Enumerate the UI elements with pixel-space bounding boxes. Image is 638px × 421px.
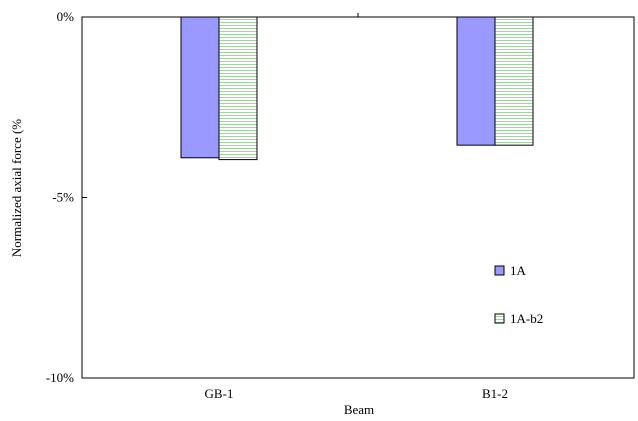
x-tick-label: GB-1 [205, 386, 234, 401]
y-axis-title: Normalized axial force (% [9, 119, 24, 257]
bar-1a-b2-gb-1 [218, 16, 258, 161]
bar-1a-gb-1 [180, 16, 220, 159]
legend-swatch [494, 265, 505, 276]
bar-1a-b2-b1-2 [494, 16, 534, 146]
legend-label: 1A-b2 [510, 311, 543, 326]
bar-1a-b1-2 [456, 16, 496, 146]
x-axis-title: Beam [344, 402, 374, 417]
legend-swatch [494, 313, 505, 324]
bars [180, 16, 534, 161]
y-tick-label: -5% [52, 190, 74, 205]
axes: 0% -5% -10% GB-1 B1-2 [46, 9, 508, 401]
y-tick-label: -10% [46, 370, 74, 385]
x-tick-label: B1-2 [482, 386, 508, 401]
y-tick-label: 0% [57, 9, 75, 24]
legend: 1A 1A-b2 [494, 263, 543, 326]
plot-area [81, 16, 635, 379]
legend-label: 1A [510, 263, 527, 278]
